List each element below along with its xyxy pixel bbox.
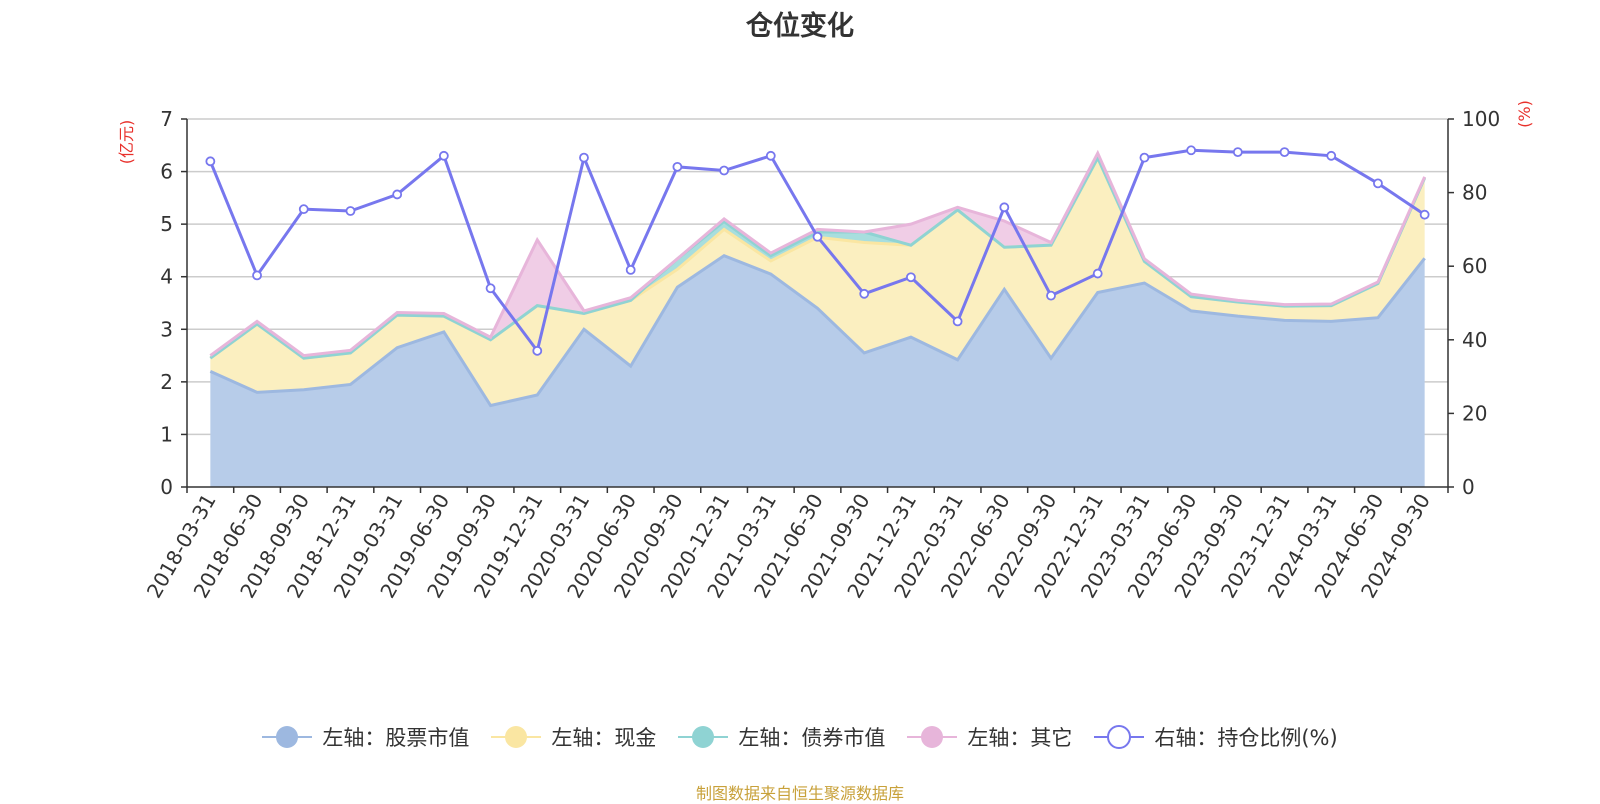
legend-ratio-label: 右轴：持仓比例(%) bbox=[1154, 726, 1338, 750]
right-tick-label: 80 bbox=[1462, 181, 1487, 205]
chart-title: 仓位变化 bbox=[746, 11, 854, 42]
ratio-point bbox=[252, 270, 262, 281]
ratio-point bbox=[1419, 209, 1430, 220]
left-tick-label: 3 bbox=[160, 317, 173, 341]
ratio-point bbox=[298, 204, 309, 215]
ratio-point bbox=[1232, 147, 1243, 158]
legend-item-stock[interactable]: 左轴：股票市值 bbox=[262, 722, 469, 752]
area-other bbox=[210, 153, 1425, 359]
ratio-point bbox=[906, 272, 916, 283]
ratio-point bbox=[1046, 290, 1056, 301]
ratio-point bbox=[579, 152, 589, 163]
left-axis-unit: (亿元) bbox=[117, 120, 136, 165]
legend-stock-label: 左轴：股票市值 bbox=[322, 726, 470, 750]
right-tick-label: 100 bbox=[1462, 107, 1500, 131]
ratio-point bbox=[345, 206, 356, 216]
ratio-point bbox=[392, 189, 403, 200]
ratio-point bbox=[438, 150, 449, 161]
ratio-point bbox=[765, 150, 776, 161]
left-tick-label: 2 bbox=[160, 370, 173, 394]
legend-bond-label: 左轴：债券市值 bbox=[738, 726, 886, 750]
ratio-point bbox=[1186, 145, 1197, 156]
area-line-stock bbox=[209, 254, 1426, 408]
legend: 左轴：股票市值 左轴：现金 左轴：债券市值 左轴：其它 右轴：持仓比例(%) bbox=[0, 722, 1600, 752]
legend-bond-swatch-icon bbox=[678, 726, 729, 748]
data-source-note: 制图数据来自恒生聚源数据库 bbox=[695, 784, 904, 803]
legend-item-other[interactable]: 左轴：其它 bbox=[907, 722, 1072, 752]
area-line-other bbox=[209, 149, 1427, 358]
legend-stock-swatch-icon bbox=[262, 726, 313, 748]
legend-cash-label: 左轴：现金 bbox=[551, 726, 657, 750]
area-cash bbox=[210, 157, 1425, 406]
left-tick-label: 6 bbox=[160, 160, 173, 184]
area-stock bbox=[210, 255, 1425, 487]
legend-other-label: 左轴：其它 bbox=[967, 726, 1073, 750]
ratio-point bbox=[1139, 152, 1150, 163]
ratio-point bbox=[719, 165, 729, 176]
left-tick-label: 0 bbox=[160, 475, 173, 499]
left-tick-label: 1 bbox=[160, 422, 173, 446]
ratio-point bbox=[532, 345, 543, 356]
right-axis-unit: (%) bbox=[1515, 100, 1534, 128]
left-tick-label: 7 bbox=[160, 107, 173, 131]
right-tick-label: 40 bbox=[1462, 328, 1487, 352]
legend-swatch-dot bbox=[505, 726, 528, 748]
left-tick-label: 4 bbox=[160, 265, 173, 289]
ratio-point bbox=[812, 231, 823, 242]
ratio-point bbox=[485, 283, 496, 294]
legend-item-cash[interactable]: 左轴：现金 bbox=[491, 722, 656, 752]
legend-item-bond[interactable]: 左轴：债券市值 bbox=[678, 722, 885, 752]
ratio-point bbox=[625, 264, 636, 275]
ratio-point bbox=[1373, 178, 1383, 189]
left-tick-label: 5 bbox=[160, 212, 173, 236]
legend-other-swatch-icon bbox=[907, 726, 958, 748]
ratio-point bbox=[952, 316, 963, 327]
ratio-point bbox=[1326, 150, 1337, 161]
legend-ratio-swatch-icon bbox=[1094, 725, 1145, 749]
legend-swatch-dot bbox=[1107, 725, 1132, 749]
legend-item-ratio[interactable]: 右轴：持仓比例(%) bbox=[1094, 722, 1338, 752]
ratio-point bbox=[999, 202, 1010, 213]
ratio-point bbox=[672, 161, 683, 172]
legend-swatch-dot bbox=[276, 726, 299, 748]
ratio-point bbox=[1279, 147, 1290, 158]
ratio-point bbox=[859, 288, 870, 299]
right-tick-label: 0 bbox=[1462, 475, 1475, 499]
right-tick-label: 20 bbox=[1462, 401, 1487, 425]
ratio-point bbox=[1092, 268, 1103, 279]
legend-cash-swatch-icon bbox=[491, 726, 542, 748]
legend-swatch-dot bbox=[921, 726, 944, 748]
right-tick-label: 60 bbox=[1462, 254, 1487, 278]
legend-swatch-dot bbox=[692, 726, 715, 748]
ratio-point bbox=[205, 156, 216, 167]
